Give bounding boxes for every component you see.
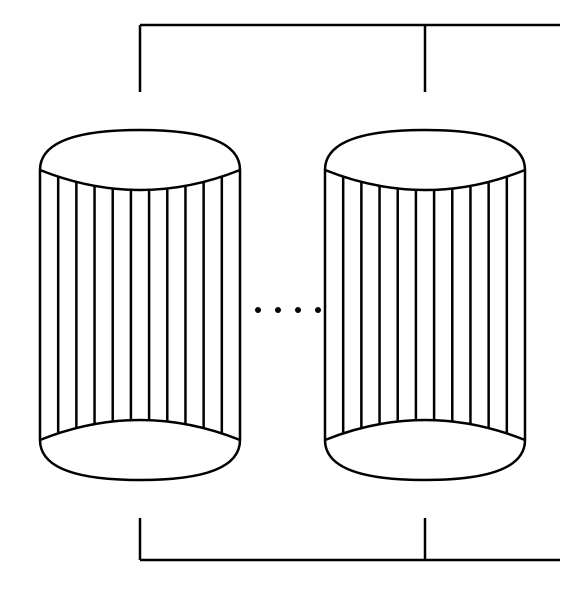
parallel-vessels-diagram <box>0 0 565 593</box>
ellipsis-dot <box>275 307 281 313</box>
left-vessel <box>40 130 240 480</box>
ellipsis-dot <box>315 307 321 313</box>
right-vessel <box>325 130 525 480</box>
ellipsis-dot <box>255 307 261 313</box>
ellipsis-dot <box>295 307 301 313</box>
